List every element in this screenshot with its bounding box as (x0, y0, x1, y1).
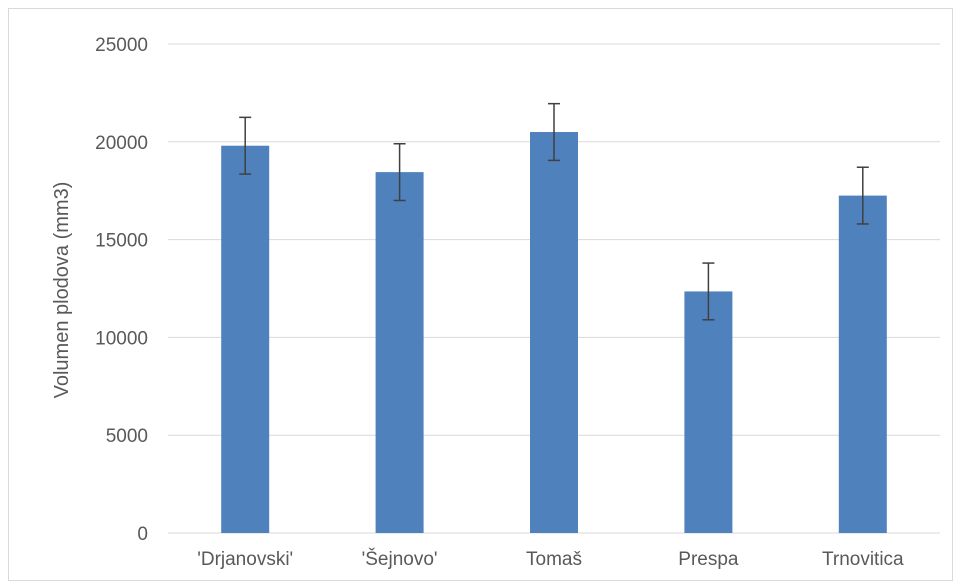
error-bar (548, 102, 560, 162)
x-tick-label: Tomaš (526, 549, 582, 570)
x-tick-label: 'Drjanovski' (197, 549, 293, 570)
error-bar (393, 143, 406, 202)
chart-frame (8, 8, 953, 581)
error-bars (239, 102, 869, 321)
bar (838, 195, 887, 533)
y-tick-label: 15000 (95, 231, 148, 252)
y-axis-tick-labels: 0 5000 10000 15000 20000 25000 (95, 35, 148, 545)
y-tick-label: 20000 (95, 133, 148, 154)
x-tick-label: Prespa (678, 549, 739, 570)
bar (221, 145, 270, 533)
bar (375, 172, 424, 534)
bars (221, 132, 887, 534)
bar (684, 291, 733, 533)
bar (530, 132, 578, 533)
y-axis-title: Volumen plodova (mm3) (51, 182, 73, 399)
error-bar (702, 262, 715, 321)
x-tick-label: 'Šejnovo' (362, 548, 438, 570)
y-tick-label: 5000 (106, 426, 148, 447)
y-tick-label: 10000 (95, 328, 148, 349)
y-tick-label: 0 (137, 524, 148, 545)
x-tick-label: Trnovitica (822, 549, 904, 570)
error-bar (239, 116, 252, 175)
x-axis-tick-labels: 'Drjanovski' 'Šejnovo' Tomaš Prespa Trnoviti… (197, 548, 904, 570)
error-bar (856, 166, 869, 225)
y-tick-label: 25000 (95, 35, 148, 56)
